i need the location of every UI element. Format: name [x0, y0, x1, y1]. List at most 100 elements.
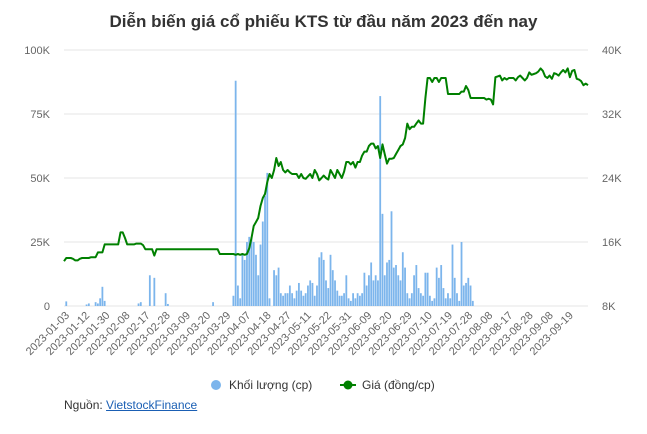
volume-bar[interactable]: [388, 259, 391, 306]
volume-bar[interactable]: [234, 80, 237, 306]
volume-bar[interactable]: [322, 259, 325, 306]
volume-bar[interactable]: [431, 300, 434, 306]
volume-bar[interactable]: [273, 270, 275, 306]
volume-bar[interactable]: [413, 275, 415, 306]
volume-bar[interactable]: [426, 272, 429, 306]
volume-bar[interactable]: [410, 293, 413, 306]
volume-bar[interactable]: [241, 254, 244, 306]
volume-bar[interactable]: [243, 259, 246, 306]
volume-bar[interactable]: [153, 277, 156, 306]
volume-bar[interactable]: [300, 290, 303, 306]
volume-bar[interactable]: [318, 257, 321, 306]
volume-bar[interactable]: [237, 285, 239, 306]
volume-bar[interactable]: [248, 236, 251, 306]
volume-bar[interactable]: [349, 300, 352, 306]
volume-bar[interactable]: [293, 298, 296, 306]
volume-bar[interactable]: [379, 96, 382, 306]
volume-bar[interactable]: [356, 293, 359, 306]
volume-bar[interactable]: [239, 298, 242, 306]
volume-bar[interactable]: [252, 242, 255, 306]
volume-bar[interactable]: [313, 295, 316, 306]
volume-bar[interactable]: [257, 275, 260, 306]
volume-bar[interactable]: [453, 277, 456, 306]
price-series-line[interactable]: [63, 67, 589, 262]
volume-bar[interactable]: [164, 293, 167, 306]
volume-bar[interactable]: [336, 290, 339, 306]
volume-bar[interactable]: [255, 254, 257, 306]
volume-bar[interactable]: [433, 298, 436, 306]
volume-bar[interactable]: [404, 267, 406, 306]
volume-bar[interactable]: [275, 275, 278, 306]
volume-bar[interactable]: [307, 285, 309, 306]
volume-bar[interactable]: [334, 280, 336, 306]
volume-bar[interactable]: [297, 282, 300, 306]
volume-bar[interactable]: [392, 267, 395, 306]
volume-bar[interactable]: [99, 298, 102, 306]
volume-bar[interactable]: [354, 298, 357, 306]
volume-bar[interactable]: [338, 295, 341, 306]
volume-bar[interactable]: [471, 300, 474, 306]
volume-bar[interactable]: [451, 244, 454, 306]
volume-bar[interactable]: [377, 280, 379, 306]
volume-bar[interactable]: [279, 293, 282, 306]
volume-bar[interactable]: [447, 293, 449, 306]
volume-bar[interactable]: [304, 293, 307, 306]
volume-bar[interactable]: [419, 293, 422, 306]
volume-bar[interactable]: [259, 244, 262, 306]
volume-bar[interactable]: [87, 303, 90, 306]
volume-bar[interactable]: [417, 288, 420, 306]
volume-bar[interactable]: [316, 285, 318, 306]
volume-bar[interactable]: [368, 275, 370, 306]
volume-bar[interactable]: [340, 295, 343, 306]
volume-bar[interactable]: [309, 280, 312, 306]
volume-bar[interactable]: [363, 272, 366, 306]
volume-bar[interactable]: [325, 280, 327, 306]
volume-bar[interactable]: [277, 267, 280, 306]
volume-bar[interactable]: [399, 280, 402, 306]
volume-bar[interactable]: [85, 304, 88, 306]
volume-bar[interactable]: [137, 303, 140, 306]
volume-bar[interactable]: [246, 242, 248, 306]
volume-bar[interactable]: [311, 282, 314, 306]
volume-bar[interactable]: [250, 236, 253, 306]
volume-bar[interactable]: [381, 213, 384, 306]
volume-bar[interactable]: [139, 302, 142, 306]
volume-bar[interactable]: [462, 285, 465, 306]
volume-bar[interactable]: [469, 285, 472, 306]
volume-bar[interactable]: [370, 262, 373, 306]
volume-bar[interactable]: [440, 265, 443, 306]
volume-bar[interactable]: [372, 280, 375, 306]
volume-bar[interactable]: [345, 275, 348, 306]
volume-bar[interactable]: [458, 300, 461, 306]
legend-price-label[interactable]: Giá (đồng/cp): [362, 378, 435, 392]
volume-bar[interactable]: [365, 285, 368, 306]
volume-bar[interactable]: [465, 282, 467, 306]
volume-bar[interactable]: [401, 252, 404, 306]
volume-bar[interactable]: [424, 272, 427, 306]
volume-bar[interactable]: [456, 293, 458, 306]
volume-bar[interactable]: [358, 295, 361, 306]
volume-bar[interactable]: [361, 293, 364, 306]
volume-bar[interactable]: [295, 290, 298, 306]
volume-bar[interactable]: [343, 293, 345, 306]
volume-bar[interactable]: [444, 298, 447, 306]
volume-bar[interactable]: [261, 221, 264, 306]
volume-bar[interactable]: [415, 265, 418, 306]
volume-bar[interactable]: [390, 211, 393, 306]
volume-bar[interactable]: [467, 277, 470, 306]
volume-bar[interactable]: [282, 295, 284, 306]
volume-bar[interactable]: [284, 293, 287, 306]
volume-bar[interactable]: [96, 303, 99, 306]
volume-bar[interactable]: [395, 265, 397, 306]
volume-bar[interactable]: [101, 286, 104, 306]
volume-bar[interactable]: [406, 293, 409, 306]
volume-bar[interactable]: [428, 295, 431, 306]
volume-bar[interactable]: [302, 295, 305, 306]
volume-bar[interactable]: [148, 275, 151, 306]
volume-bar[interactable]: [347, 298, 350, 306]
volume-bar[interactable]: [383, 275, 386, 306]
volume-bar[interactable]: [212, 302, 214, 306]
volume-bar[interactable]: [94, 302, 97, 306]
volume-bar[interactable]: [397, 275, 400, 306]
volume-bar[interactable]: [329, 254, 332, 306]
